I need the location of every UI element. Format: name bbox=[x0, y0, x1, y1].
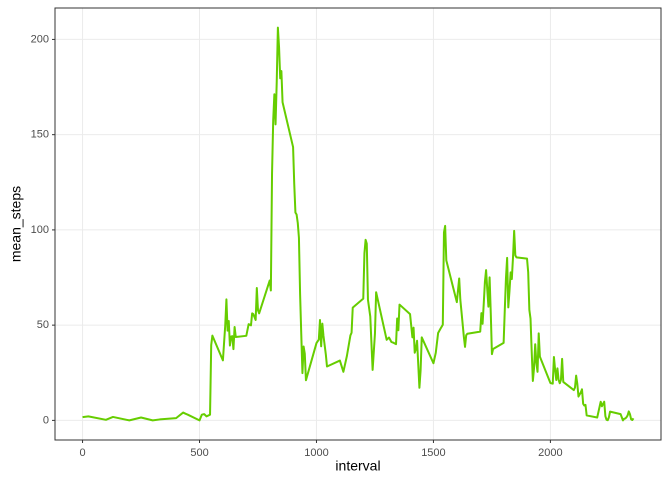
x-tick-label: 1000 bbox=[304, 447, 328, 459]
y-axis-title: mean_steps bbox=[8, 186, 24, 262]
x-tick-label: 1500 bbox=[421, 447, 445, 459]
x-tick-label: 500 bbox=[190, 447, 208, 459]
data-line bbox=[82, 26, 635, 422]
x-tick-label: 0 bbox=[79, 447, 85, 459]
y-tick-label: 150 bbox=[31, 129, 49, 141]
panel-border bbox=[54, 7, 662, 441]
y-tick-label: 50 bbox=[37, 319, 49, 331]
x-axis-title: interval bbox=[335, 458, 380, 474]
y-tick-label: 0 bbox=[43, 414, 49, 426]
x-tick-label: 2000 bbox=[538, 447, 562, 459]
y-tick-label: 200 bbox=[31, 33, 49, 45]
y-tick-label: 100 bbox=[31, 224, 49, 236]
